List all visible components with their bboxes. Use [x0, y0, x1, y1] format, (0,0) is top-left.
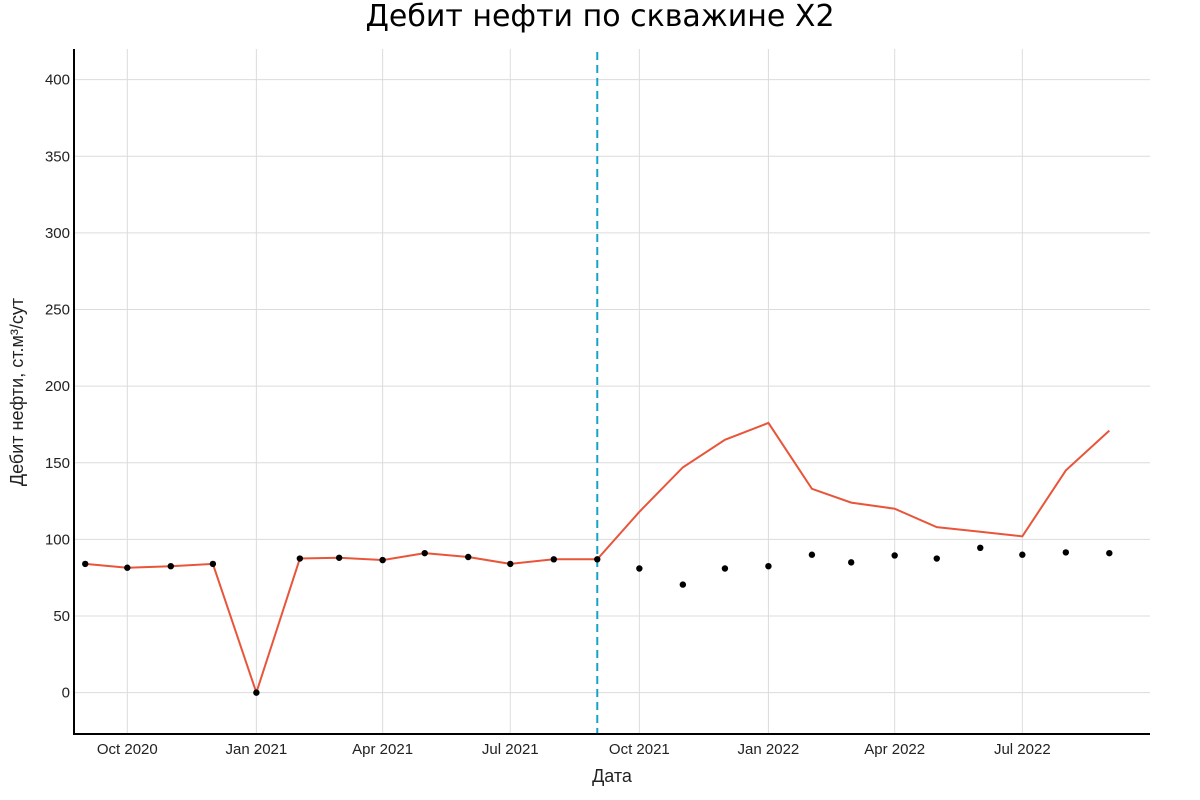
data-point	[721, 565, 729, 572]
data-point	[636, 565, 643, 572]
data-point	[594, 556, 601, 563]
data-point	[296, 555, 304, 562]
data-point	[977, 544, 984, 552]
grid	[74, 49, 1150, 734]
y-tick-label: 0	[62, 685, 70, 702]
x-tick-label: Jul 2022	[994, 741, 1051, 758]
y-tick-label: 400	[45, 72, 70, 89]
x-tick-label: Oct 2021	[609, 741, 670, 758]
data-point	[379, 556, 386, 564]
data-point	[550, 556, 557, 563]
y-tick-label: 100	[45, 531, 70, 548]
data-point	[124, 564, 131, 571]
x-tick-label: Apr 2021	[352, 741, 413, 758]
data-point	[335, 554, 343, 561]
data-point	[167, 562, 174, 570]
data-point	[465, 553, 472, 561]
y-tick-label: 250	[45, 302, 70, 319]
x-tick-label: Apr 2022	[864, 741, 925, 758]
x-tick-label: Jul 2021	[482, 741, 539, 758]
y-tick-label: 350	[45, 148, 70, 165]
data-point	[933, 555, 940, 562]
y-tick-label: 200	[45, 378, 70, 395]
data-point	[1062, 549, 1070, 556]
y-tick-labels: 0 50 100 150 200 250 300 350 400	[45, 72, 70, 702]
data-point	[891, 552, 898, 559]
x-tick-labels: Oct 2020 Jan 2021 Apr 2021 Jul 2021 Oct 2021…	[97, 741, 1051, 758]
data-point	[1106, 549, 1113, 557]
chart-title: Дебит нефти по скважине X2	[365, 0, 834, 34]
y-axis-label: Дебит нефти, ст.м³/сут	[7, 298, 27, 486]
data-point	[679, 581, 687, 588]
data-point	[1019, 551, 1026, 558]
data-point	[847, 559, 855, 566]
data-point	[765, 562, 772, 570]
y-tick-label: 50	[53, 608, 70, 625]
x-axis-label: Дата	[592, 766, 633, 786]
data-point	[253, 689, 260, 696]
y-tick-label: 300	[45, 225, 70, 242]
plot-area	[82, 421, 1113, 696]
data-point	[82, 560, 89, 568]
data-point	[421, 549, 428, 557]
x-tick-label: Jan 2022	[738, 741, 800, 758]
data-point	[209, 560, 217, 568]
y-tick-label: 150	[45, 455, 70, 472]
x-tick-label: Jan 2021	[226, 741, 288, 758]
x-tick-label: Oct 2020	[97, 741, 158, 758]
data-point	[507, 560, 514, 568]
data-point	[808, 551, 816, 558]
